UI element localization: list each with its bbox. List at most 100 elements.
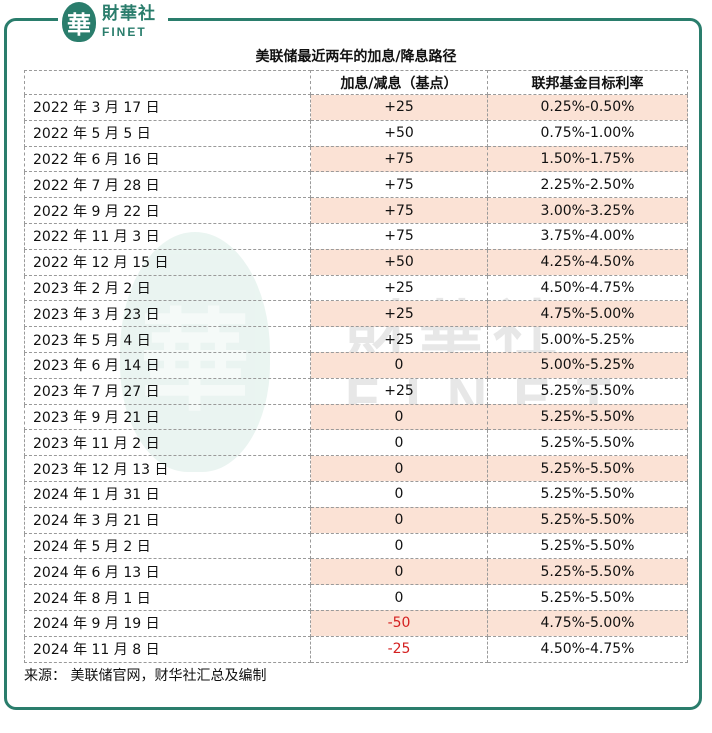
row-change: +75 [310, 171, 488, 199]
row-rate: 5.25%-5.50% [487, 506, 688, 534]
row-rate: 5.00%-5.25% [487, 326, 688, 353]
row-change: +25 [310, 326, 488, 353]
row-rate: 5.25%-5.50% [487, 480, 688, 508]
table-row: 2023 年 3 月 23 日 +25 4.75%-5.00% [24, 300, 688, 328]
row-date: 2023 年 12 月 13 日 [24, 455, 311, 482]
table-row: 2024 年 11 月 8 日 -25 4.50%-4.75% [24, 635, 688, 663]
row-change: +25 [310, 94, 488, 121]
row-date: 2022 年 9 月 22 日 [24, 197, 311, 224]
table-row: 2022 年 3 月 17 日 +25 0.25%-0.50% [24, 94, 688, 121]
table-row: 2024 年 1 月 31 日 0 5.25%-5.50% [24, 480, 688, 508]
row-rate: 1.50%-1.75% [487, 145, 688, 173]
source-note: 来源： 美联储官网，财华社汇总及编制 [24, 668, 267, 684]
logo-seal-icon: 華 [62, 2, 96, 42]
row-change: -50 [310, 609, 488, 637]
row-rate: 4.25%-4.50% [487, 248, 688, 276]
row-change: +25 [310, 300, 488, 328]
row-date: 2023 年 5 月 4 日 [24, 326, 311, 353]
header-date [24, 70, 311, 95]
row-change: +75 [310, 197, 488, 224]
row-change: +50 [310, 119, 488, 147]
row-date: 2024 年 8 月 1 日 [24, 584, 311, 611]
row-change: +75 [310, 222, 488, 250]
row-change: 0 [310, 558, 488, 586]
table-row: 2022 年 5 月 5 日 +50 0.75%-1.00% [24, 119, 688, 147]
row-change: 0 [310, 429, 488, 457]
rate-table: 加息/减息（基点） 联邦基金目标利率 2022 年 3 月 17 日 +25 0.2… [24, 70, 688, 663]
row-change: +75 [310, 145, 488, 173]
row-rate: 0.75%-1.00% [487, 119, 688, 147]
row-change: 0 [310, 584, 488, 611]
row-date: 2024 年 3 月 21 日 [24, 506, 311, 534]
table-body: 2022 年 3 月 17 日 +25 0.25%-0.50% 2022 年 5 月 … [24, 94, 688, 663]
row-rate: 4.75%-5.00% [487, 609, 688, 637]
header-change: 加息/减息（基点） [310, 70, 488, 95]
row-date: 2024 年 5 月 2 日 [24, 532, 311, 560]
row-rate: 5.25%-5.50% [487, 584, 688, 611]
row-date: 2024 年 9 月 19 日 [24, 609, 311, 637]
table-row: 2023 年 7 月 27 日 +25 5.25%-5.50% [24, 377, 688, 405]
table-row: 2022 年 7 月 28 日 +75 2.25%-2.50% [24, 171, 688, 199]
row-rate: 4.50%-4.75% [487, 274, 688, 302]
row-date: 2023 年 6 月 14 日 [24, 351, 311, 379]
row-change: 0 [310, 351, 488, 379]
table-row: 2023 年 9 月 21 日 0 5.25%-5.50% [24, 403, 688, 431]
row-rate: 5.25%-5.50% [487, 429, 688, 457]
row-date: 2022 年 5 月 5 日 [24, 119, 311, 147]
row-change: 0 [310, 506, 488, 534]
row-rate: 2.25%-2.50% [487, 171, 688, 199]
table-row: 2023 年 2 月 2 日 +25 4.50%-4.75% [24, 274, 688, 302]
table-row: 2024 年 8 月 1 日 0 5.25%-5.50% [24, 584, 688, 611]
row-rate: 4.50%-4.75% [487, 635, 688, 663]
row-change: +50 [310, 248, 488, 276]
row-change: 0 [310, 403, 488, 431]
table-row: 2024 年 6 月 13 日 0 5.25%-5.50% [24, 558, 688, 586]
row-change: 0 [310, 480, 488, 508]
row-change: +25 [310, 377, 488, 405]
row-date: 2024 年 1 月 31 日 [24, 480, 311, 508]
logo-text: 財華社 FINET [102, 4, 156, 39]
row-rate: 5.25%-5.50% [487, 455, 688, 482]
row-rate: 0.25%-0.50% [487, 94, 688, 121]
table-row: 2023 年 11 月 2 日 0 5.25%-5.50% [24, 429, 688, 457]
table-row: 2024 年 5 月 2 日 0 5.25%-5.50% [24, 532, 688, 560]
row-rate: 4.75%-5.00% [487, 300, 688, 328]
row-rate: 5.25%-5.50% [487, 403, 688, 431]
row-date: 2024 年 6 月 13 日 [24, 558, 311, 586]
row-change: 0 [310, 532, 488, 560]
row-rate: 5.25%-5.50% [487, 377, 688, 405]
row-change: -25 [310, 635, 488, 663]
row-date: 2023 年 7 月 27 日 [24, 377, 311, 405]
row-date: 2022 年 11 月 3 日 [24, 222, 311, 250]
logo-name-cn: 財華社 [102, 4, 156, 24]
row-date: 2022 年 3 月 17 日 [24, 94, 311, 121]
row-change: +25 [310, 274, 488, 302]
row-change: 0 [310, 455, 488, 482]
logo-name-en: FINET [102, 25, 147, 39]
table-row: 2022 年 9 月 22 日 +75 3.00%-3.25% [24, 197, 688, 224]
table-row: 2022 年 12 月 15 日 +50 4.25%-4.50% [24, 248, 688, 276]
row-rate: 3.75%-4.00% [487, 222, 688, 250]
row-date: 2024 年 11 月 8 日 [24, 635, 311, 663]
table-row: 2024 年 9 月 19 日 -50 4.75%-5.00% [24, 609, 688, 637]
table-row: 2024 年 3 月 21 日 0 5.25%-5.50% [24, 506, 688, 534]
row-date: 2022 年 12 月 15 日 [24, 248, 311, 276]
table-row: 2022 年 11 月 3 日 +75 3.75%-4.00% [24, 222, 688, 250]
table-row: 2022 年 6 月 16 日 +75 1.50%-1.75% [24, 145, 688, 173]
table-row: 2023 年 5 月 4 日 +25 5.00%-5.25% [24, 326, 688, 353]
row-date: 2022 年 7 月 28 日 [24, 171, 311, 199]
row-rate: 5.25%-5.50% [487, 532, 688, 560]
row-rate: 3.00%-3.25% [487, 197, 688, 224]
table-row: 2023 年 6 月 14 日 0 5.00%-5.25% [24, 351, 688, 379]
table-row: 2023 年 12 月 13 日 0 5.25%-5.50% [24, 455, 688, 482]
table-title: 美联储最近两年的加息/降息路径 [255, 49, 457, 65]
row-date: 2022 年 6 月 16 日 [24, 145, 311, 173]
row-date: 2023 年 11 月 2 日 [24, 429, 311, 457]
row-date: 2023 年 2 月 2 日 [24, 274, 311, 302]
logo-seal-char: 華 [67, 9, 91, 39]
row-date: 2023 年 9 月 21 日 [24, 403, 311, 431]
header-rate: 联邦基金目标利率 [487, 70, 688, 95]
finet-logo: 華 財華社 FINET [58, 0, 168, 44]
row-date: 2023 年 3 月 23 日 [24, 300, 311, 328]
row-rate: 5.25%-5.50% [487, 558, 688, 586]
